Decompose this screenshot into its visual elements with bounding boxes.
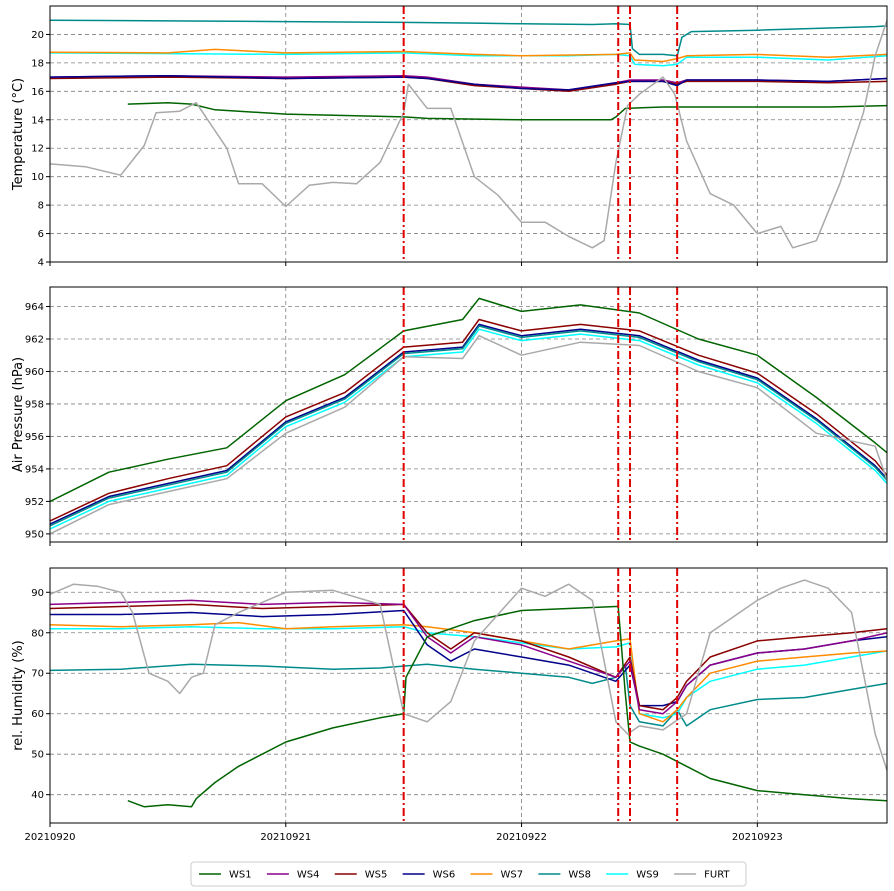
legend-box: [190, 861, 747, 887]
y-tick-label: 954: [25, 464, 44, 475]
series-furt-line: [50, 334, 887, 535]
series-ws5-line: [50, 318, 887, 522]
y-tick-label: 90: [31, 588, 44, 599]
series-ws8-line: [50, 325, 887, 527]
y-tick-label: 950: [25, 529, 44, 540]
series-furt-line: [50, 19, 887, 249]
x-tick-label: 20210920: [25, 832, 76, 843]
legend-label-ws9: WS9: [636, 870, 659, 881]
y-tick-label: 8: [38, 201, 44, 212]
legend-label-ws7: WS7: [501, 870, 524, 881]
y-axis-label: Temperature (°C): [11, 78, 26, 191]
series-ws6-line: [50, 323, 887, 525]
panels: 4 6 8 10 12 14 16 18 20 Temperature (°C) 950 952 954…: [11, 5, 888, 843]
y-tick-label: 40: [31, 790, 44, 801]
y-tick-label: 958: [25, 399, 44, 410]
series-furt-line: [50, 579, 887, 771]
series-ws8-line: [50, 19, 887, 57]
series-ws9-line: [50, 52, 887, 67]
y-tick-label: 70: [31, 669, 44, 680]
legend-label-ws8: WS8: [568, 870, 591, 881]
y-tick-label: 956: [25, 432, 44, 443]
series-ws4-line: [50, 599, 887, 715]
legend-label-ws1: WS1: [229, 870, 252, 881]
x-tick-label: 20210922: [496, 832, 547, 843]
x-tick-label: 20210921: [260, 832, 311, 843]
y-tick-label: 18: [31, 58, 44, 69]
series-ws8-line: [50, 663, 887, 727]
legend-label-ws5: WS5: [365, 870, 388, 881]
y-tick-label: 14: [31, 115, 44, 126]
plot-frame: [49, 286, 888, 543]
y-tick-label: 80: [31, 628, 44, 639]
series-ws7-line: [50, 621, 887, 723]
y-tick-label: 4: [38, 258, 44, 269]
y-tick-label: 12: [31, 144, 44, 155]
series-ws9-line: [50, 328, 887, 530]
pressure-panel: 950 952 954 956 958 960 962 964 Air Pressure (hP…: [11, 286, 888, 546]
series-ws6-line: [50, 74, 887, 91]
y-axis-label: Air Pressure (hPa): [11, 357, 26, 472]
plot-frame: [49, 5, 888, 263]
x-tick-label: 20210923: [732, 832, 783, 843]
temperature-panel: 4 6 8 10 12 14 16 18 20 Temperature (°C): [11, 5, 888, 269]
legend: WS1 WS4 WS5 WS6 WS7 WS8 WS9 FURT: [190, 861, 747, 887]
series-ws1-line: [127, 605, 887, 808]
y-tick-label: 10: [31, 172, 44, 183]
y-tick-label: 6: [38, 229, 44, 240]
series-ws1-line: [50, 297, 887, 503]
series-ws7-line: [50, 48, 887, 63]
y-tick-label: 60: [31, 709, 44, 720]
y-tick-label: 960: [25, 367, 44, 378]
humidity-panel: 40 50 60 70 80 90 20210920 20210921 20210922 2021…: [11, 567, 888, 843]
legend-label-furt: FURT: [704, 870, 730, 881]
y-tick-label: 952: [25, 497, 44, 508]
legend-label-ws4: WS4: [297, 870, 320, 881]
series-ws5-line: [50, 603, 887, 711]
legend-label-ws6: WS6: [433, 870, 456, 881]
plot-frame: [49, 567, 888, 824]
series-ws1-line: [127, 101, 887, 121]
y-axis-label: rel. Humidity (%): [11, 640, 26, 751]
y-tick-label: 20: [31, 30, 44, 41]
y-tick-label: 16: [31, 87, 44, 98]
y-tick-label: 964: [25, 302, 44, 313]
y-tick-label: 50: [31, 750, 44, 761]
y-tick-label: 962: [25, 334, 44, 345]
